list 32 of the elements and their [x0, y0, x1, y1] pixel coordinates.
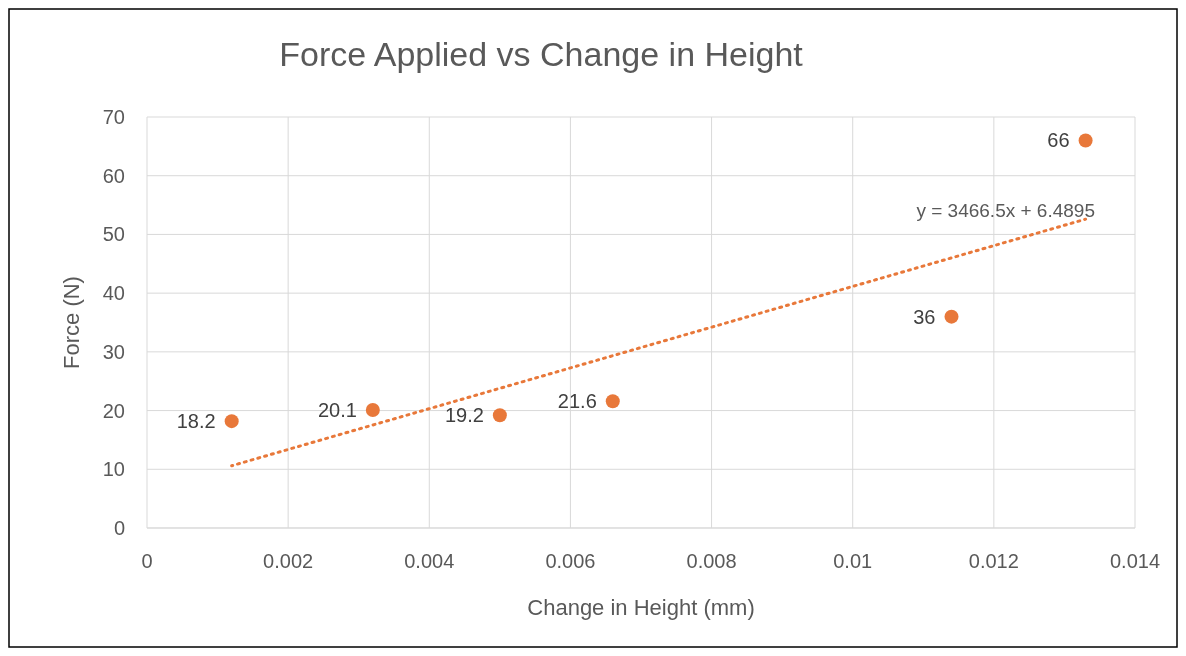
point [224, 414, 239, 429]
point [944, 309, 959, 324]
y-tick-label: 50 [102, 223, 125, 246]
x-tick-label: 0.004 [404, 550, 455, 572]
y-tick-label: 60 [102, 164, 125, 187]
point [1078, 133, 1093, 148]
data-label: 20.1 [317, 398, 357, 421]
data-label: 18.2 [176, 410, 216, 433]
data-label: 19.2 [444, 404, 484, 427]
x-tick-label: 0.008 [686, 550, 737, 572]
y-tick-label: 20 [102, 399, 125, 422]
y-tick-label: 30 [102, 340, 125, 363]
y-axis-title: Force (N) [59, 276, 84, 369]
point [365, 402, 380, 417]
x-tick-label: 0.01 [833, 550, 873, 572]
x-tick-label: 0.014 [1109, 550, 1161, 572]
y-tick-label: 0 [113, 517, 125, 539]
annotation: y = 3466.5x + 6.4895 [916, 200, 1095, 221]
x-axis-title: Change in Height (mm) [527, 595, 755, 620]
x-tick-label: 0 [141, 550, 153, 572]
data-label: 21.6 [557, 390, 597, 413]
point [492, 408, 507, 423]
point [605, 394, 620, 409]
x-tick-label: 0.012 [968, 550, 1019, 572]
data-label: 36 [913, 305, 936, 328]
y-tick-label: 40 [102, 282, 125, 305]
y-tick-label: 10 [102, 458, 125, 481]
x-tick-label: 0.006 [545, 550, 596, 572]
data-label: 66 [1047, 129, 1070, 152]
y-tick-label: 70 [102, 106, 125, 128]
x-tick-label: 0.002 [263, 550, 314, 572]
chart-title: Force Applied vs Change in Height [279, 35, 804, 73]
